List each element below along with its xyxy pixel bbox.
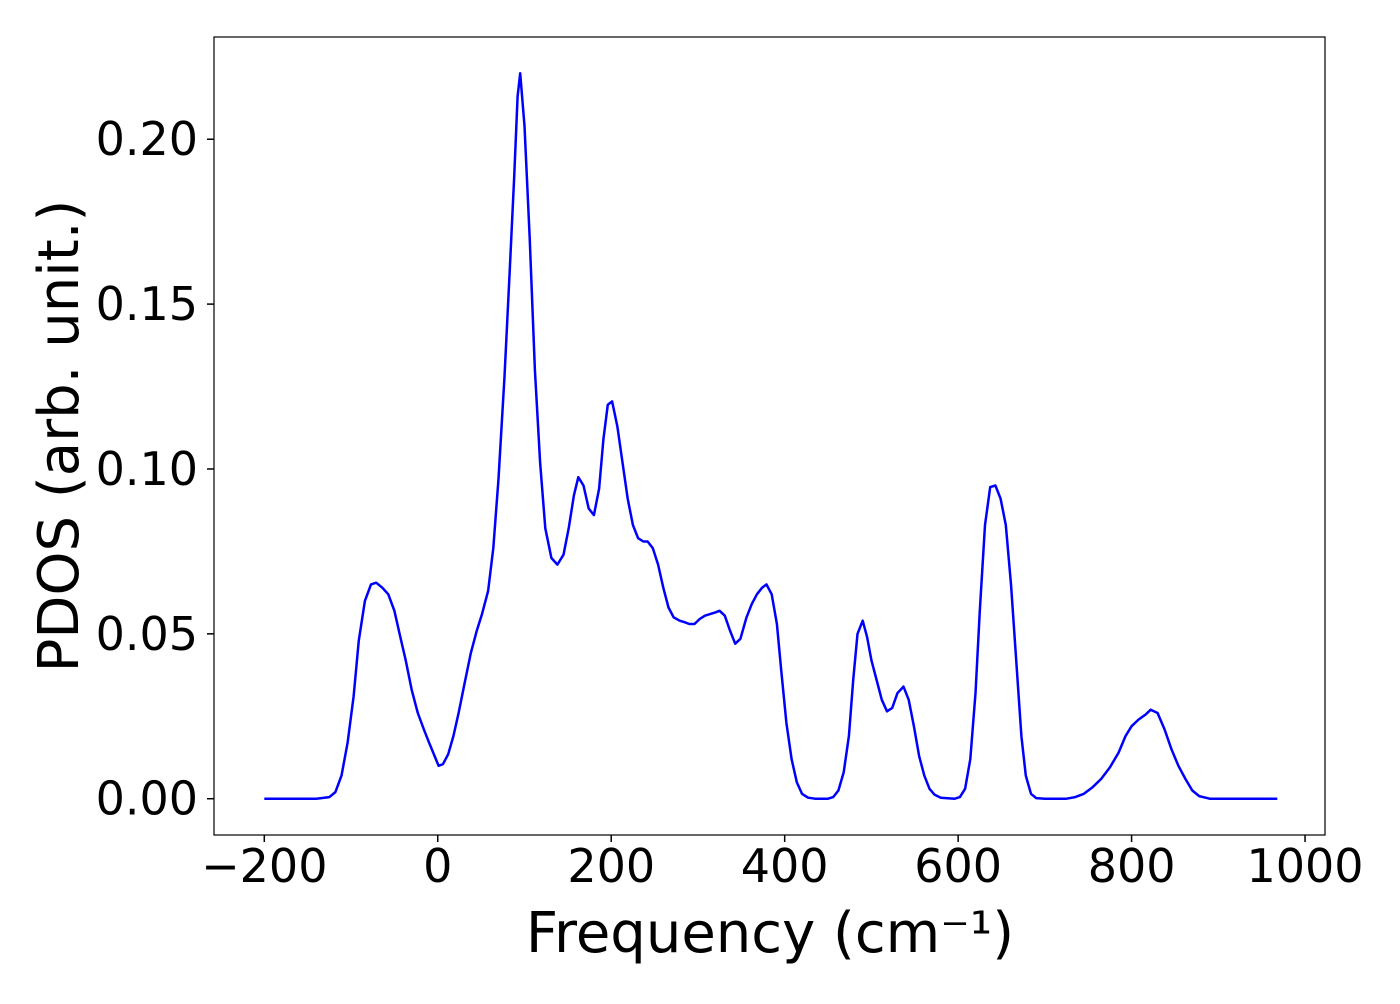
x-tick-label: 800 (1088, 839, 1176, 893)
data-line (264, 72, 1278, 800)
y-tick-label: 0.00 (96, 772, 198, 826)
x-tick-label: 400 (741, 839, 829, 893)
x-tick-label: 600 (914, 839, 1002, 893)
x-tick-label: 200 (567, 839, 655, 893)
y-axis-label: PDOS (arb. unit.) (27, 200, 92, 673)
y-tick-label: 0.05 (96, 607, 198, 661)
y-tick-label: 0.20 (96, 112, 198, 166)
plot-frame (213, 36, 1326, 836)
x-tick-label: −200 (201, 839, 327, 893)
y-tick-label: 0.10 (96, 442, 198, 496)
x-tick-label: 0 (423, 839, 452, 893)
x-tick-label: 1000 (1247, 839, 1364, 893)
x-axis-label: Frequency (cm⁻¹) (526, 901, 1014, 966)
y-tick-label: 0.15 (96, 277, 198, 331)
